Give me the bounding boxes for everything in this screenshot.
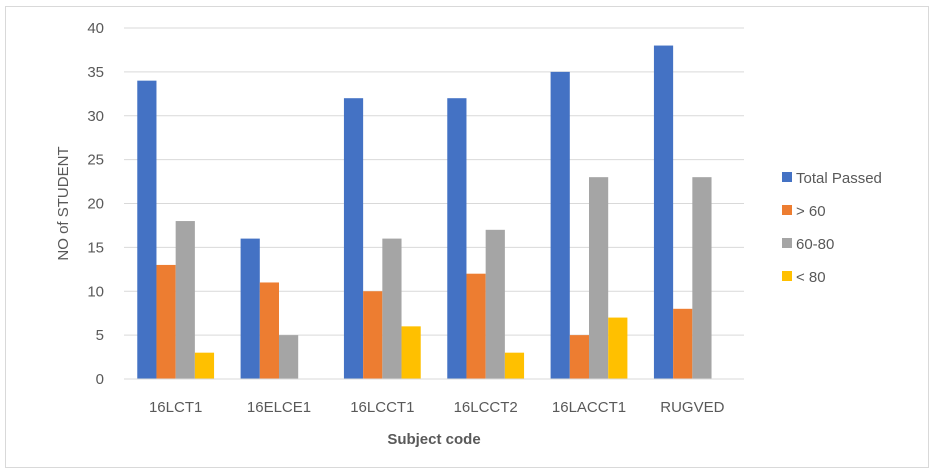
gridlines	[124, 27, 744, 336]
legend-label: < 80	[796, 269, 826, 286]
bar	[485, 229, 505, 379]
y-tick-label: 40	[87, 20, 104, 37]
bar	[589, 177, 609, 379]
x-axis-ticks: 16LCT1 16ELCE1 16LCCT1 16LCCT2 16LACCT1 RUGVE…	[149, 399, 725, 416]
legend-swatch	[782, 238, 792, 248]
bar	[466, 273, 486, 379]
y-axis-title: NO of STUDENT	[55, 146, 72, 260]
bar	[382, 238, 402, 379]
bar	[504, 352, 525, 379]
y-tick-label: 0	[96, 371, 104, 388]
y-tick-label: 5	[96, 327, 104, 344]
y-tick-label: 35	[87, 64, 104, 81]
y-tick-label: 25	[87, 152, 104, 169]
x-tick-label: 16LCCT2	[454, 399, 518, 416]
bar	[401, 326, 421, 379]
x-tick-label: 16LCT1	[149, 399, 202, 416]
legend: Total Passed > 60 60-80 < 80	[782, 170, 882, 286]
x-tick-label: RUGVED	[660, 399, 724, 416]
legend-label: > 60	[796, 203, 826, 220]
x-axis-title: Subject code	[387, 431, 480, 448]
bar	[447, 98, 467, 379]
y-tick-label: 20	[87, 196, 104, 213]
bar	[175, 221, 195, 379]
bars	[137, 45, 712, 380]
bar	[673, 308, 693, 379]
bar	[343, 98, 364, 379]
x-tick-label: 16LACCT1	[552, 399, 626, 416]
x-tick-label: 16ELCE1	[247, 399, 311, 416]
bar	[240, 238, 260, 379]
legend-swatch	[782, 271, 792, 281]
bar	[279, 335, 299, 379]
y-tick-label: 15	[87, 239, 104, 256]
bar	[259, 282, 279, 379]
bar	[156, 264, 176, 379]
bar	[692, 177, 712, 379]
chart-frame: 0 5 10 15 20 25 30 35 40 16LCT1 16ELCE1 16LCCT1 16L…	[5, 6, 929, 468]
y-axis-ticks: 0 5 10 15 20 25 30 35 40	[87, 20, 104, 388]
legend-label: Total Passed	[796, 170, 882, 187]
y-tick-label: 30	[87, 108, 104, 125]
legend-swatch	[782, 205, 792, 215]
bar	[653, 45, 674, 380]
bar	[608, 317, 628, 379]
bar	[137, 80, 157, 380]
y-tick-label: 10	[87, 283, 104, 300]
legend-label: 60-80	[796, 236, 834, 253]
legend-swatch	[782, 172, 792, 182]
x-tick-label: 16LCCT1	[350, 399, 414, 416]
bar	[363, 291, 383, 379]
bar	[550, 71, 570, 379]
bar	[194, 352, 215, 379]
bar	[569, 335, 589, 379]
